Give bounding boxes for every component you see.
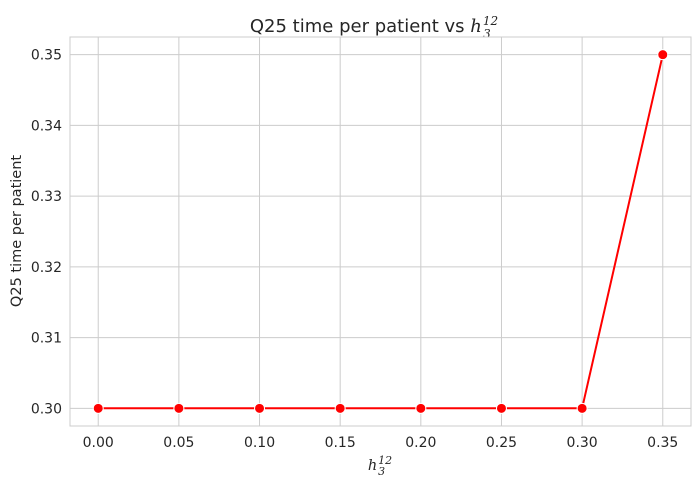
data-point <box>415 402 427 414</box>
series-group <box>92 49 669 414</box>
y-tick-label: 0.32 <box>31 260 62 276</box>
data-point <box>92 402 104 414</box>
y-axis-label: Q25 time per patient <box>9 155 25 307</box>
y-tick-label: 0.31 <box>31 331 62 347</box>
y-tick-label: 0.34 <box>31 118 62 134</box>
x-tick-label: 0.35 <box>647 435 678 451</box>
x-tick-label: 0.30 <box>567 435 598 451</box>
x-tick-label: 0.20 <box>405 435 436 451</box>
x-tick-label: 0.05 <box>163 435 194 451</box>
x-axis-label: h12 3 <box>368 454 392 478</box>
data-point <box>657 49 669 61</box>
plot-area <box>69 36 692 427</box>
data-point <box>576 402 588 414</box>
series-line <box>98 54 664 410</box>
x-axis-ticks: 0.00 0.05 0.10 0.15 0.20 0.25 0.30 0.35 <box>83 435 679 451</box>
data-point <box>173 402 185 414</box>
y-tick-label: 0.33 <box>31 189 62 205</box>
y-axis-ticks: 0.30 0.31 0.32 0.33 0.34 0.35 <box>31 48 62 418</box>
data-point <box>495 402 507 414</box>
chart-title: Q25 time per patient vs h12 3 <box>250 14 498 41</box>
x-tick-label: 0.25 <box>486 435 517 451</box>
x-tick-label: 0.15 <box>325 435 356 451</box>
x-tick-label: 0.10 <box>244 435 275 451</box>
y-tick-label: 0.35 <box>31 48 62 64</box>
y-tick-label: 0.30 <box>31 401 62 417</box>
data-point <box>334 402 346 414</box>
x-tick-label: 0.00 <box>83 435 114 451</box>
data-point <box>254 402 266 414</box>
